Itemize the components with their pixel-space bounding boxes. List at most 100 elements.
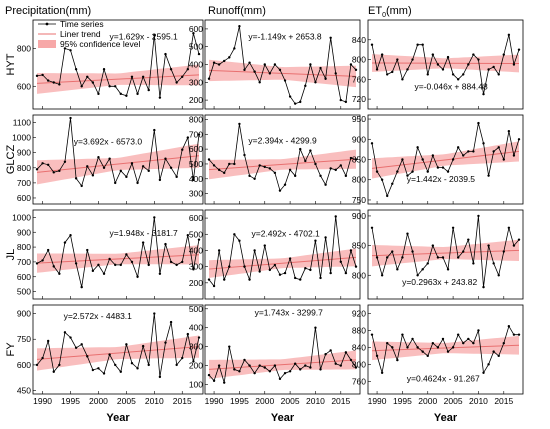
data-point — [436, 63, 440, 66]
data-point — [472, 341, 475, 345]
data-point — [136, 92, 139, 96]
data-point — [517, 333, 521, 336]
y-tick-label: 760 — [352, 376, 366, 386]
data-point — [517, 238, 521, 241]
y-tick-label: 850 — [352, 155, 366, 165]
y-tick-label: 900 — [17, 309, 31, 319]
data-point — [41, 162, 44, 165]
data-point — [233, 368, 236, 371]
et0-title-unit: (mm) — [386, 5, 412, 17]
data-point — [58, 83, 61, 86]
data-point — [136, 181, 139, 185]
x-tick-label: 1995 — [61, 396, 80, 406]
y-tick-label: 500 — [189, 229, 203, 239]
data-point — [175, 175, 178, 179]
data-point — [197, 133, 201, 136]
data-point — [426, 262, 429, 265]
data-point — [416, 346, 419, 349]
data-point — [339, 364, 342, 367]
data-point — [421, 350, 424, 353]
data-point — [446, 55, 450, 59]
data-point — [119, 169, 122, 173]
data-point — [86, 355, 89, 358]
data-point — [114, 263, 117, 267]
data-point — [375, 354, 379, 358]
time-series-line — [208, 216, 357, 288]
data-point — [380, 178, 384, 181]
data-point — [329, 271, 332, 275]
data-point — [125, 94, 128, 97]
data-point — [482, 371, 485, 375]
data-point — [192, 178, 195, 182]
legend-swatch-band — [38, 40, 56, 48]
data-point — [482, 142, 485, 145]
data-point — [164, 52, 167, 56]
data-point — [441, 337, 445, 341]
data-point — [507, 324, 511, 328]
panel-fy-2: 760 800 840 880 920 1990 1995 2000 2005 2010 2015 y… — [352, 304, 524, 406]
data-point — [186, 68, 190, 71]
data-point — [477, 329, 480, 332]
data-point — [492, 262, 495, 265]
y-tick-label: 840 — [352, 342, 366, 352]
data-point — [492, 350, 495, 353]
data-point — [396, 268, 399, 271]
data-point — [248, 278, 251, 281]
y-tick-label: 900 — [17, 148, 31, 158]
trend-equation: y=2.572x - 4483.1 — [64, 311, 133, 321]
time-series-line — [36, 117, 200, 187]
data-point — [456, 78, 460, 81]
trend-line — [371, 344, 520, 352]
data-point — [141, 344, 145, 348]
trend-line — [36, 346, 200, 360]
data-point — [314, 239, 317, 242]
data-point — [114, 181, 117, 185]
data-point — [487, 68, 490, 71]
data-point — [164, 242, 167, 246]
data-point — [467, 150, 470, 153]
data-point — [497, 354, 500, 358]
data-point — [258, 81, 261, 84]
x-tick-label: 1995 — [393, 396, 412, 406]
data-point — [507, 129, 511, 133]
data-point — [507, 226, 511, 229]
data-point — [108, 157, 111, 160]
data-point — [228, 265, 231, 268]
x-tick-label: 2005 — [281, 396, 300, 406]
data-point — [207, 278, 211, 281]
data-point — [41, 356, 44, 360]
data-point — [477, 58, 480, 61]
et0-title-main: ET — [368, 5, 382, 17]
data-point — [86, 165, 89, 168]
data-point — [248, 174, 251, 178]
y-tick-label: 400 — [189, 174, 203, 184]
y-tick-label: 600 — [17, 193, 31, 203]
data-point — [401, 158, 404, 161]
data-point — [228, 162, 231, 166]
data-point — [375, 256, 379, 259]
data-point — [304, 267, 307, 270]
data-point — [421, 268, 424, 271]
x-tick-label: 2010 — [145, 396, 164, 406]
data-point — [386, 341, 389, 345]
data-point — [386, 194, 389, 198]
data-point — [349, 156, 353, 160]
x-tick-label: 2000 — [255, 396, 274, 406]
x-axis-title: Year — [271, 412, 295, 424]
data-point — [309, 366, 312, 369]
y-tick-label: 760 — [352, 74, 366, 84]
x-tick-label: 2010 — [469, 396, 488, 406]
y-tick-label: 800 — [17, 242, 31, 252]
data-point — [426, 354, 429, 358]
y-tick-label: 800 — [189, 114, 203, 124]
data-point — [158, 272, 162, 275]
panel-fy-0: 450 600 750 900 1990 1995 2000 2005 2010 2015 y=2.… — [17, 304, 204, 406]
y-tick-label: 950 — [352, 114, 366, 124]
data-point — [406, 174, 409, 177]
data-point — [411, 58, 414, 61]
x-tick-label: 2000 — [89, 396, 108, 406]
data-point — [243, 265, 246, 268]
data-point — [370, 333, 374, 336]
data-point — [102, 372, 106, 375]
data-point — [141, 241, 145, 244]
